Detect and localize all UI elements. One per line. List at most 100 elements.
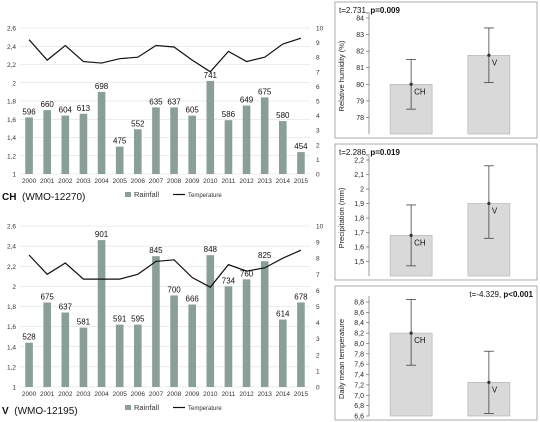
- legend-label-temperature: Temperature: [188, 193, 222, 199]
- y-tick-label-left: 1: [12, 385, 16, 392]
- y-tick-label: 7,6: [354, 362, 364, 369]
- rainfall-data-label: 454: [294, 142, 308, 151]
- category-label: CH: [414, 87, 426, 96]
- rainfall-bar: [134, 324, 142, 387]
- x-tick-label: 2009: [185, 391, 200, 398]
- y-tick-label-left: 2,6: [7, 224, 16, 231]
- rainfall-data-label: 666: [186, 294, 200, 303]
- station-name: (WMO-12195): [14, 406, 78, 417]
- legend-swatch-rainfall: [125, 405, 131, 410]
- y-tick-label: 1,6: [354, 245, 364, 252]
- y-tick-label: 83: [356, 32, 364, 39]
- mean-point: [409, 233, 413, 237]
- stat-annotation: t=2.731, p=0.009: [339, 6, 400, 15]
- rainfall-data-label: 595: [131, 315, 145, 324]
- rainfall-bar: [152, 256, 160, 387]
- x-tick-label: 2001: [40, 178, 55, 185]
- y-tick-label-right: 5: [316, 304, 320, 311]
- rainfall-bar: [170, 107, 178, 174]
- y-tick-label: 7,0: [354, 393, 364, 400]
- y-tick-label: 8,0: [354, 341, 364, 348]
- x-tick-label: 2005: [112, 391, 127, 398]
- rainfall-data-label: 604: [59, 106, 73, 115]
- y-tick-label-right: 1: [316, 368, 320, 375]
- y-tick-label-left: 1,4: [7, 135, 16, 142]
- rainfall-data-label: 613: [77, 104, 91, 113]
- x-tick-label: 2004: [94, 391, 109, 398]
- x-tick-label: 2011: [221, 178, 235, 185]
- x-tick-label: 2014: [276, 391, 291, 398]
- rainfall-data-label: 845: [149, 246, 163, 255]
- y-tick-label-right: 3: [316, 336, 320, 343]
- y-tick-label: 78: [356, 115, 364, 122]
- rainfall-data-label: 734: [222, 276, 236, 285]
- category-label: V: [492, 385, 498, 394]
- y-tick-label-left: 1,8: [7, 304, 16, 311]
- category-label: V: [492, 58, 498, 67]
- rainfall-bar: [25, 342, 33, 387]
- mean-point: [487, 53, 491, 57]
- x-tick-label: 2013: [257, 391, 272, 398]
- combo-chart-v: 11,21,41,61,822,22,42,601234567891052820…: [7, 224, 324, 413]
- rainfall-bar: [170, 295, 178, 387]
- rainfall-data-label: 596: [22, 107, 36, 116]
- y-tick-label-left: 2,4: [7, 44, 16, 51]
- rainfall-bar: [152, 107, 160, 174]
- rainfall-data-label: 675: [258, 87, 272, 96]
- y-tick-label-left: 1,8: [7, 99, 16, 106]
- y-tick-label: 6,6: [354, 414, 364, 421]
- rainfall-bar: [242, 105, 251, 174]
- rainfall-bar: [61, 115, 70, 174]
- y-tick-label: 79: [356, 98, 364, 105]
- rainfall-bar: [61, 312, 70, 387]
- y-tick-label-right: 5: [316, 99, 320, 106]
- category-label: CH: [414, 336, 426, 345]
- y-tick-label-right: 10: [316, 224, 324, 231]
- x-tick-label: 2007: [149, 391, 164, 398]
- x-tick-label: 2009: [185, 178, 200, 185]
- p-value: p=0.019: [370, 148, 400, 157]
- y-tick-label-right: 3: [316, 128, 320, 135]
- x-tick-label: 2007: [149, 178, 164, 185]
- p-value: p<0.001: [503, 290, 533, 299]
- rainfall-data-label: 741: [204, 71, 218, 80]
- rainfall-bar: [224, 286, 233, 387]
- legend-label-rainfall: Rainfall: [134, 403, 159, 412]
- rainfall-bar: [260, 261, 269, 387]
- y-tick-label: 2,1: [354, 172, 364, 179]
- combo-chart-ch: 1 1,2 1,4 1,6 1,8 2 2,2 2,4 2,6 0 1 2 3 4 5 6 7 8 9 10 596 20…: [7, 26, 324, 200]
- x-tick-label: 2002: [58, 178, 73, 185]
- rainfall-bar: [206, 255, 215, 387]
- y-tick-label-left: 1: [12, 172, 16, 179]
- rainfall-bar: [279, 121, 287, 174]
- rainfall-data-label: 760: [240, 269, 254, 278]
- y-tick-label-left: 2,2: [7, 62, 16, 69]
- y-tick-label-left: 2: [12, 284, 16, 291]
- rainfall-data-label: 475: [113, 137, 127, 146]
- p-value: p=0.009: [370, 6, 400, 15]
- x-tick-label: 2012: [239, 391, 254, 398]
- x-tick-label: 2014: [276, 178, 291, 185]
- rainfall-data-label: 637: [59, 303, 73, 312]
- rainfall-bar: [224, 120, 233, 174]
- stat-panel-precipitation: 1,5 1,6 1,7 1,8 1,9 2 2,1 2,2 Precipitation (mm)…: [334, 143, 538, 281]
- y-axis-label: Relative humidity (%): [337, 40, 346, 111]
- y-tick-label: 1,5: [354, 259, 364, 266]
- y-tick-label: 7,4: [354, 372, 364, 379]
- y-tick-label: 8,6: [354, 310, 364, 317]
- t-statistic: t=-4.329,: [469, 290, 503, 299]
- rainfall-data-label: 649: [240, 96, 254, 105]
- y-tick-label-right: 6: [316, 288, 320, 295]
- rainfall-data-label: 605: [186, 106, 200, 115]
- x-tick-label: 2013: [257, 178, 272, 185]
- y-tick-label-right: 2: [316, 142, 320, 149]
- station-label-v: V (WMO-12195): [2, 406, 78, 417]
- y-tick-label: 1,9: [354, 201, 364, 208]
- y-tick-label: 82: [356, 49, 364, 56]
- y-axis-label: Daily mean temperature: [337, 319, 346, 399]
- mean-point: [409, 82, 413, 86]
- x-tick-label: 2003: [76, 178, 91, 185]
- rainfall-bar: [279, 319, 287, 387]
- legend-label-temperature: Temperature: [188, 406, 222, 412]
